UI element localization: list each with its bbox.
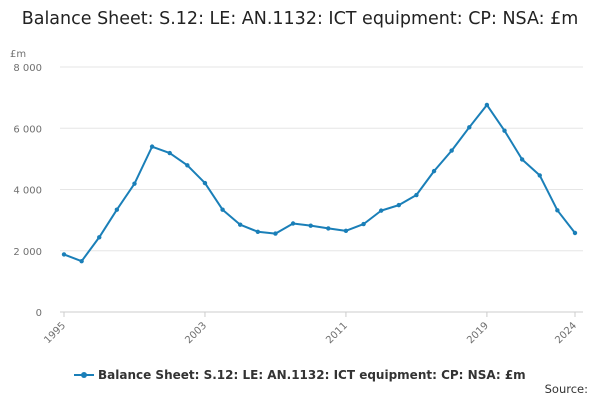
source-label: Source:: [544, 382, 588, 396]
data-point: [202, 180, 208, 186]
y-axis-unit-label: £m: [10, 49, 26, 60]
y-tick-label: 0: [36, 308, 42, 319]
series-line: [63, 103, 576, 263]
y-tick-label: 6 000: [13, 124, 42, 135]
legend-label: Balance Sheet: S.12: LE: AN.1132: ICT eq…: [98, 368, 526, 382]
legend: Balance Sheet: S.12: LE: AN.1132: ICT eq…: [74, 366, 526, 384]
data-point: [572, 230, 578, 236]
data-point: [220, 207, 225, 212]
data-point: [79, 258, 84, 264]
data-point: [396, 202, 401, 208]
data-point: [97, 235, 102, 240]
y-tick-label: 8 000: [13, 63, 42, 74]
data-point: [555, 208, 560, 213]
data-point: [431, 168, 437, 174]
y-tick-label: 2 000: [13, 247, 42, 258]
x-tick-label: 2019: [465, 320, 491, 346]
data-point: [167, 150, 172, 156]
data-point: [502, 128, 507, 133]
data-point: [467, 125, 472, 130]
data-point: [238, 222, 243, 227]
data-point: [114, 207, 120, 212]
data-point: [132, 181, 137, 186]
x-tick-label: 2024: [553, 320, 579, 346]
data-point: [378, 208, 384, 213]
data-point: [484, 102, 490, 108]
x-tick-label: 1995: [42, 320, 68, 346]
data-point: [449, 148, 454, 153]
x-tick-label: 2011: [324, 320, 350, 346]
data-point: [414, 192, 419, 198]
data-point: [185, 163, 190, 168]
data-point: [326, 226, 331, 231]
y-tick-label: 4 000: [13, 186, 42, 197]
data-point: [308, 223, 313, 228]
legend-marker-icon: [74, 368, 94, 382]
data-point: [255, 229, 261, 234]
data-point: [343, 228, 349, 234]
data-point: [273, 231, 278, 236]
chart-title: Balance Sheet: S.12: LE: AN.1132: ICT eq…: [21, 9, 579, 29]
data-point: [519, 157, 525, 162]
data-point: [149, 144, 155, 149]
data-point: [361, 221, 366, 227]
data-point: [537, 173, 542, 178]
data-point: [61, 252, 67, 257]
legend-dot: [81, 372, 87, 378]
x-tick-label: 2003: [183, 320, 209, 346]
data-point: [290, 221, 296, 226]
